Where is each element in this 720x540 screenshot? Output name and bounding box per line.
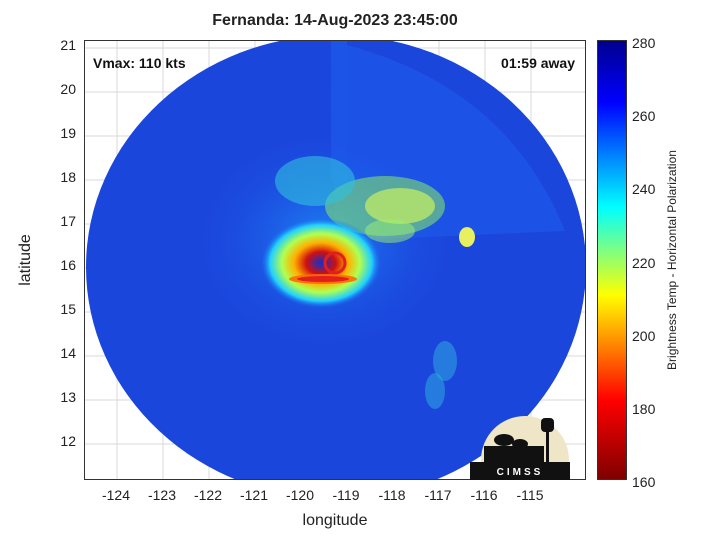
x-tick: -115 — [516, 487, 544, 503]
colorbar-tick: 160 — [632, 474, 656, 490]
x-tick: -118 — [378, 487, 406, 503]
x-tick: -124 — [101, 487, 131, 503]
x-tick: -120 — [285, 487, 315, 503]
map-title: Fernanda: 14-Aug-2023 23:45:00 — [212, 12, 458, 29]
colorbar-tick: 200 — [632, 328, 656, 344]
x-tick: -116 — [470, 487, 498, 503]
satellite-image — [85, 41, 585, 479]
x-tick: -119 — [332, 487, 360, 503]
x-tick: -121 — [239, 487, 269, 503]
x-axis-label: longitude — [302, 512, 368, 529]
y-tick: 20 — [60, 81, 76, 97]
colorbar-tick: 240 — [632, 181, 656, 197]
x-tick: -123 — [147, 487, 177, 503]
y-tick: 21 — [60, 37, 76, 53]
y-tick: 14 — [60, 345, 76, 361]
colorbar-tick: 180 — [632, 401, 656, 417]
colorbar-label: Brightness Temp - Horizontal Polarizatio… — [665, 150, 679, 370]
y-axis-label: latitude — [17, 234, 34, 286]
y-tick: 15 — [60, 301, 76, 317]
y-tick: 17 — [60, 213, 76, 229]
cimss-logo: CIMSS — [470, 410, 570, 504]
y-tick: 13 — [60, 389, 76, 405]
x-tick: -122 — [193, 487, 223, 503]
colorbar-tick: 280 — [632, 35, 656, 51]
colorbar-tick: 260 — [632, 108, 656, 124]
y-tick: 18 — [60, 169, 76, 185]
vmax-label: Vmax: 110 kts — [93, 55, 186, 71]
colorbar-tick: 220 — [632, 255, 656, 271]
x-tick: -117 — [424, 487, 452, 503]
time-away-label: 01:59 away — [501, 55, 575, 71]
map-plot-area[interactable]: Vmax: 110 kts 01:59 away — [84, 40, 586, 480]
y-tick: 19 — [60, 125, 76, 141]
y-tick: 16 — [60, 257, 76, 273]
colorbar — [597, 40, 627, 480]
logo-text: CIMSS — [497, 467, 544, 478]
y-tick: 12 — [60, 433, 76, 449]
